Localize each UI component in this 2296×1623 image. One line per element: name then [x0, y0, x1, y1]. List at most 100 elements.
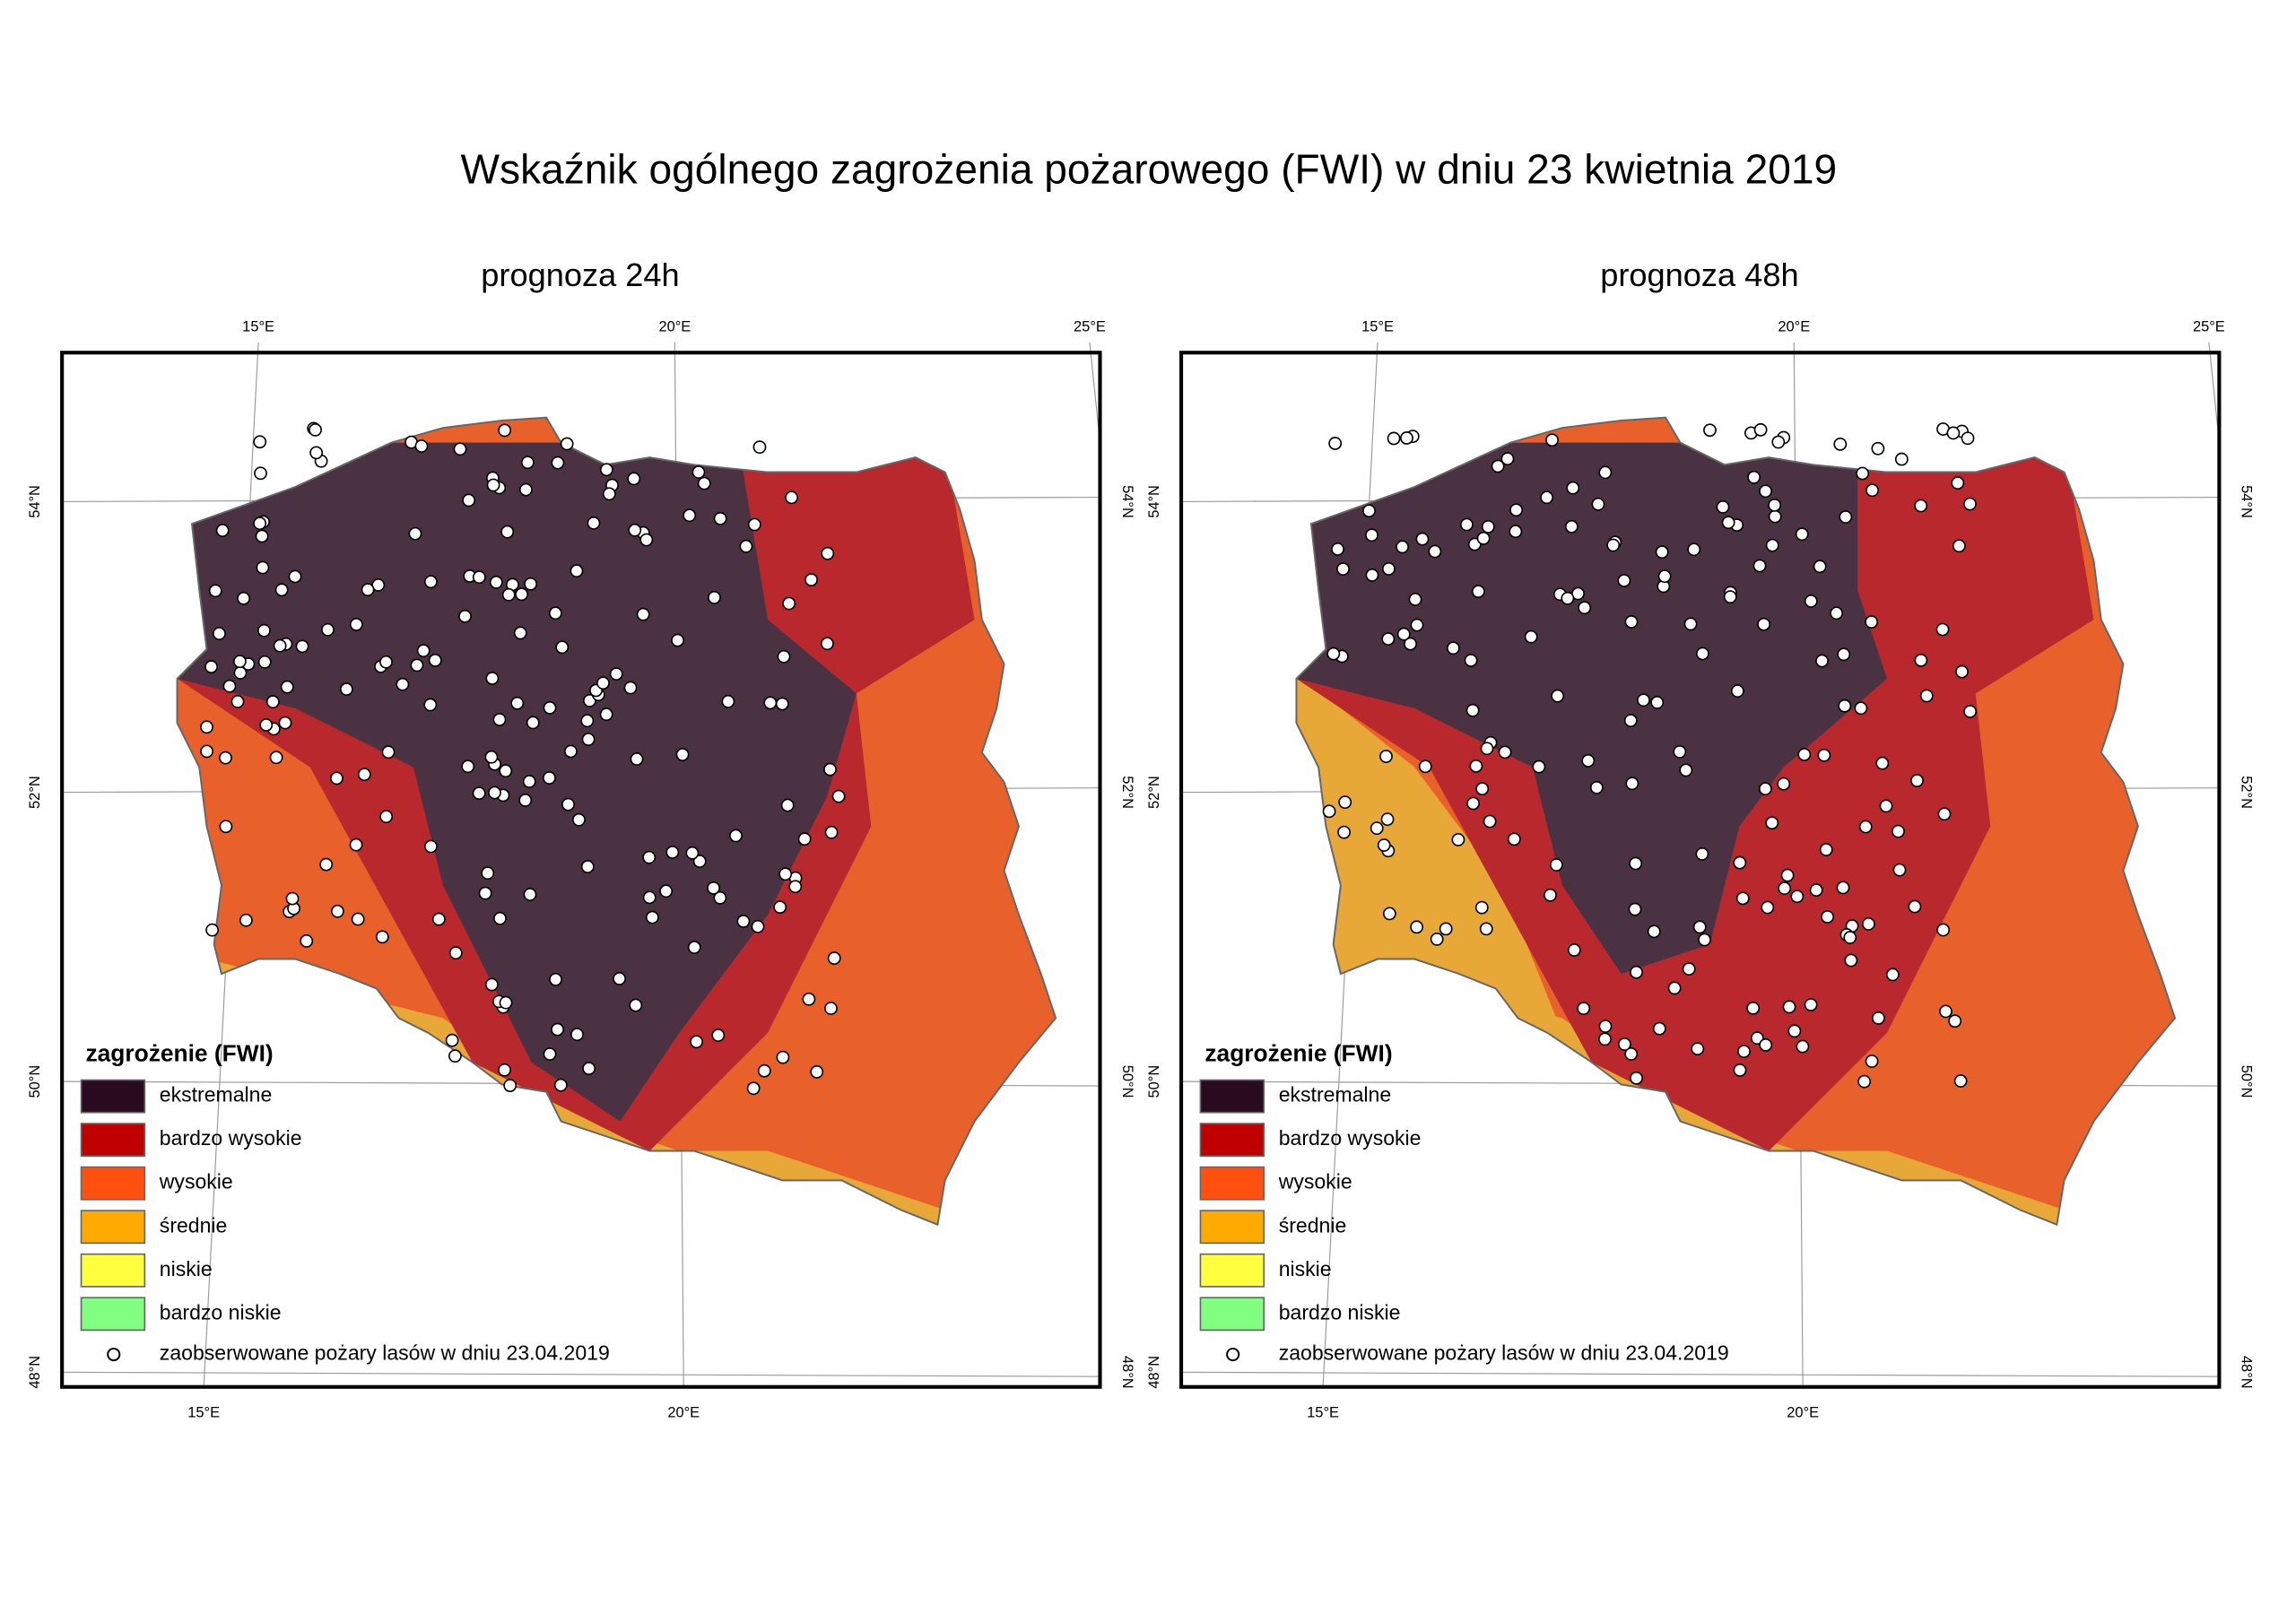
fire-point: [1567, 943, 1581, 957]
fire-point: [1746, 1001, 1761, 1015]
fire-point: [1830, 606, 1844, 621]
fire-point: [524, 577, 538, 591]
fire-point: [1838, 699, 1852, 713]
fire-point: [1695, 846, 1709, 861]
fire-point: [219, 820, 233, 834]
lat-label: 54°N: [27, 485, 43, 518]
fire-point: [675, 748, 690, 761]
fire-point: [572, 812, 586, 827]
fire-point: [1752, 559, 1767, 573]
legend-label: niskie: [160, 1257, 213, 1280]
fire-point: [1844, 953, 1858, 968]
fire-point: [1914, 499, 1928, 513]
fire-point: [729, 829, 743, 843]
fire-point: [1817, 748, 1831, 762]
fire-point: [1464, 654, 1478, 667]
fire-point: [570, 1028, 584, 1042]
fire-point: [596, 676, 610, 690]
fire-point: [1866, 483, 1879, 498]
fire-point: [831, 789, 846, 803]
fire-point: [1629, 856, 1643, 871]
fire-point: [499, 764, 513, 778]
fire-point: [1396, 540, 1409, 554]
fire-point: [1892, 824, 1905, 838]
fire-point: [1809, 883, 1823, 897]
legend-title: zagrożenie (FWI): [1205, 1039, 1392, 1066]
fire-point: [570, 564, 584, 578]
fire-point: [711, 1028, 726, 1042]
fire-point: [1692, 920, 1707, 934]
fire-point: [379, 655, 393, 669]
fire-point: [582, 1062, 596, 1075]
fire-point: [1854, 701, 1868, 716]
fire-point: [1778, 881, 1792, 896]
fire-point: [1797, 748, 1812, 761]
fire-point: [1836, 881, 1850, 895]
fire-point: [453, 442, 467, 456]
fire-point: [1480, 742, 1494, 756]
fire-point: [484, 977, 499, 992]
fire-point: [309, 422, 322, 437]
fire-point: [410, 658, 424, 673]
legend-label: średnie: [160, 1213, 228, 1237]
fire-point: [1566, 481, 1580, 495]
legend-label: bardzo wysokie: [160, 1126, 302, 1150]
fire-point: [1673, 744, 1687, 759]
fire-point: [797, 832, 812, 846]
fire-point: [1768, 509, 1782, 524]
fire-point: [489, 576, 503, 589]
fire-point: [1561, 591, 1575, 605]
fire-point: [1410, 618, 1424, 632]
fire-point: [1617, 574, 1631, 587]
fire-point: [222, 679, 237, 693]
fire-point: [1459, 517, 1474, 532]
fire-point: [780, 798, 795, 812]
fire-point: [1336, 562, 1350, 576]
fire-point: [739, 539, 753, 553]
fire-point: [804, 573, 818, 587]
fire-point: [1446, 641, 1460, 655]
fire-point: [515, 587, 529, 602]
fire-point: [1577, 1002, 1591, 1016]
fire-point: [623, 681, 638, 695]
fwi-area: [1296, 649, 1562, 1033]
fire-point: [642, 890, 657, 905]
fire-point: [1322, 804, 1336, 819]
legend-label: bardzo niskie: [1279, 1300, 1401, 1324]
fire-point: [665, 846, 680, 859]
map-frame: [60, 351, 1102, 1389]
fire-point: [1879, 799, 1893, 813]
fire-point: [820, 637, 834, 651]
fire-point: [1338, 795, 1352, 810]
fire-point: [1813, 560, 1827, 574]
fire-point: [1908, 899, 1922, 914]
fire-point: [1625, 777, 1639, 791]
fire-point: [1410, 920, 1423, 934]
fire-point: [823, 762, 837, 777]
fire-point: [1759, 484, 1772, 499]
legend-label: ekstremalne: [1279, 1083, 1391, 1107]
fire-point: [219, 751, 232, 765]
fire-point: [1865, 615, 1879, 629]
fire-point: [478, 886, 492, 900]
fire-point: [375, 930, 389, 944]
fire-point: [1691, 1042, 1705, 1056]
fire-point: [278, 716, 292, 730]
legend-swatch: [80, 1123, 146, 1158]
fire-point: [213, 627, 226, 640]
fire-point: [821, 546, 835, 560]
map-panel: prognoza 48h 15°E 20°E 25°E 15°E 20°E 54°N 54°N…: [1146, 256, 2255, 1421]
fire-point: [551, 456, 565, 470]
legend-label: bardzo wysokie: [1279, 1126, 1422, 1150]
fire-point: [523, 888, 537, 901]
lat-label: 48°N: [1146, 1356, 1162, 1389]
fire-point: [1777, 777, 1791, 791]
fire-point: [548, 606, 562, 621]
fire-point: [683, 508, 697, 523]
fire-point: [239, 913, 253, 927]
fire-point: [1451, 833, 1465, 846]
fire-point: [713, 890, 727, 905]
fire-point: [361, 583, 375, 597]
fire-point: [687, 941, 701, 954]
fire-point: [1509, 503, 1524, 517]
